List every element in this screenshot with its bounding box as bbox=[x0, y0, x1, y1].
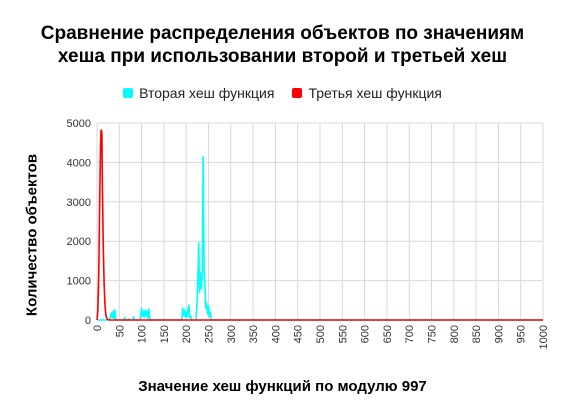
legend-item-second-hash[interactable]: Вторая хеш функция bbox=[123, 85, 274, 101]
legend-swatch-second-hash bbox=[123, 88, 134, 98]
x-tick-label: 850 bbox=[471, 325, 483, 343]
y-tick-label: 2000 bbox=[67, 236, 91, 248]
x-tick-label: 400 bbox=[270, 325, 282, 343]
axis-layer: 0 1000 2000 3000 4000 5000 0 50 100 150 200 250 300 3… bbox=[67, 118, 550, 349]
y-axis-label: Количество объектов bbox=[23, 153, 41, 317]
x-tick-label: 250 bbox=[204, 325, 216, 343]
x-tick-label: 700 bbox=[404, 325, 416, 343]
series-layer bbox=[96, 129, 543, 321]
x-tick-label: 300 bbox=[226, 325, 238, 343]
chart-legend: Вторая хеш функция Третья хеш функция bbox=[0, 83, 565, 103]
grid-layer bbox=[96, 122, 544, 321]
y-tick-label: 4000 bbox=[67, 157, 91, 169]
chart-title-line1: Сравнение распределения объектов по знач… bbox=[40, 23, 525, 44]
x-tick-label: 150 bbox=[159, 325, 171, 343]
x-tick-label: 50 bbox=[114, 325, 126, 337]
x-axis-label: Значение хеш функций по модулю 997 bbox=[138, 378, 427, 395]
series-line-third-hash bbox=[96, 129, 543, 321]
y-tick-label: 5000 bbox=[67, 118, 91, 130]
x-tick-label: 950 bbox=[516, 325, 528, 343]
x-tick-label: 450 bbox=[293, 325, 305, 343]
y-tick-label: 3000 bbox=[67, 197, 91, 209]
legend-label-second-hash: Вторая хеш функция bbox=[139, 85, 275, 101]
x-tick-label: 350 bbox=[248, 325, 260, 343]
legend-label-third-hash: Третья хеш функция bbox=[308, 85, 442, 101]
y-tick-label: 1000 bbox=[67, 276, 91, 288]
x-tick-label: 1000 bbox=[538, 325, 550, 349]
x-tick-label: 500 bbox=[315, 325, 327, 343]
x-tick-label: 200 bbox=[181, 325, 193, 343]
chart-title: Сравнение распределения объектов по знач… bbox=[0, 22, 565, 68]
x-tick-label: 800 bbox=[449, 325, 461, 343]
chart-title-line2: хеша при использовании второй и третьей … bbox=[57, 46, 508, 67]
legend-item-third-hash[interactable]: Третья хеш функция bbox=[292, 85, 442, 101]
x-tick-label: 650 bbox=[382, 325, 394, 343]
legend-swatch-third-hash bbox=[292, 88, 303, 98]
y-tick-label: 0 bbox=[85, 315, 91, 327]
x-tick-label: 0 bbox=[92, 325, 104, 331]
x-tick-label: 600 bbox=[360, 325, 372, 343]
x-tick-label: 100 bbox=[137, 325, 149, 343]
x-tick-label: 550 bbox=[337, 325, 349, 343]
x-tick-label: 900 bbox=[493, 325, 505, 343]
x-tick-label: 750 bbox=[427, 325, 439, 343]
